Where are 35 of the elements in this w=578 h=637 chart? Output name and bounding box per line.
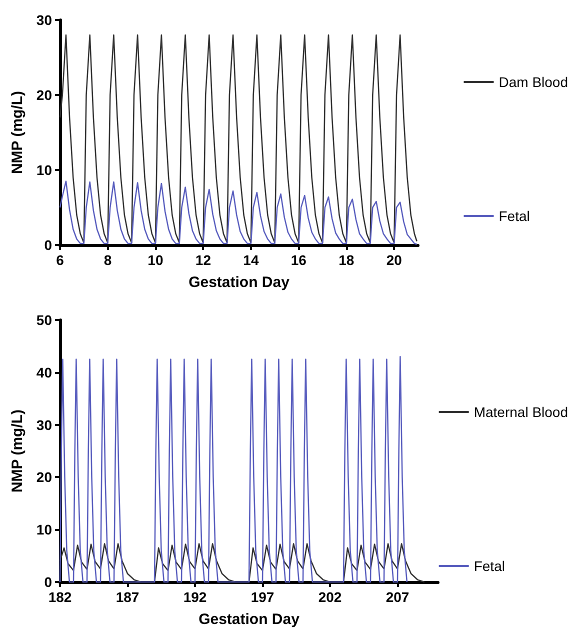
x-tick-label: 16 — [290, 252, 307, 268]
legend-label: Dam Blood — [498, 74, 568, 90]
x-tick-label: 8 — [104, 252, 112, 268]
x-tick-label: 187 — [116, 589, 140, 605]
line-series — [59, 356, 408, 583]
y-tick-label: 40 — [36, 364, 52, 380]
x-tick-label: 192 — [183, 589, 207, 605]
y-tick-label: 0 — [44, 237, 52, 253]
y-tick-label: 50 — [36, 312, 52, 328]
line-series — [59, 543, 426, 583]
x-tick-label: 12 — [195, 252, 212, 268]
legend-label: Fetal — [474, 558, 505, 574]
x-tick-label: 202 — [318, 589, 342, 605]
legend-label: Maternal Blood — [474, 404, 568, 420]
x-axis-title: Gestation Day — [188, 274, 290, 291]
x-tick-label: 10 — [148, 252, 164, 268]
y-tick-label: 30 — [36, 12, 52, 28]
x-tick-label: 14 — [243, 252, 259, 268]
y-tick-label: 20 — [36, 469, 52, 486]
y-tick-label: 10 — [36, 522, 52, 538]
y-axis-title: NMP (mg/L) — [9, 90, 26, 174]
x-tick-label: 207 — [386, 589, 410, 605]
x-axis-title: Gestation Day — [198, 611, 300, 628]
x-tick-label: 197 — [250, 589, 274, 605]
y-tick-label: 10 — [36, 162, 52, 178]
y-tick-label: 20 — [36, 87, 52, 103]
x-tick-label: 182 — [48, 589, 72, 605]
y-tick-label: 0 — [44, 574, 52, 590]
y-axis-title: NMP (mg/L) — [9, 409, 26, 493]
y-tick-label: 30 — [36, 416, 52, 433]
x-tick-label: 20 — [386, 252, 402, 268]
legend-label: Fetal — [498, 208, 530, 224]
line-series — [59, 34, 418, 244]
x-tick-label: 6 — [56, 252, 64, 268]
x-tick-label: 18 — [338, 252, 354, 268]
